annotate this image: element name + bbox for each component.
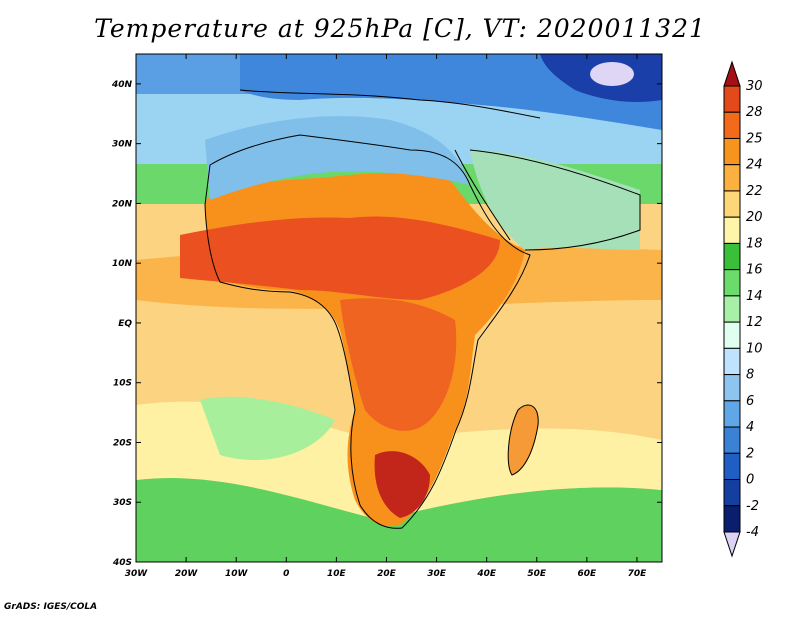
x-tick-label: 20W	[175, 569, 199, 579]
x-tick-label: 60E	[578, 569, 598, 579]
y-tick-label: 20N	[112, 199, 133, 209]
madagascar	[508, 405, 539, 475]
mediterranean-coast	[239, 89, 541, 119]
colorbar-label: -2	[746, 499, 759, 514]
africa-coastline	[204, 134, 531, 529]
snow-cap	[590, 62, 634, 86]
arabia-land	[470, 150, 640, 250]
x-tick-label: 20E	[377, 569, 397, 579]
coastlines	[204, 89, 641, 529]
madagascar-coastline	[507, 404, 539, 476]
colorbar-box	[723, 111, 741, 139]
colorbar-box	[723, 505, 741, 533]
colorbar-top-arrow	[723, 60, 741, 87]
colorbar-box	[723, 374, 741, 402]
y-tick-label: 40N	[111, 80, 133, 90]
colorbar-box	[723, 479, 741, 507]
colorbar-box	[723, 137, 741, 166]
colorbar-label: -4	[746, 525, 759, 540]
colorbar-label: 14	[746, 289, 763, 304]
arabia-coastline	[469, 149, 641, 251]
colorbar-label: 6	[746, 394, 754, 409]
credit-label: GrADS: IGES/COLA	[4, 602, 98, 612]
colorbar-label: 10	[746, 341, 763, 356]
colorbar-bottom-arrow	[723, 531, 741, 558]
map-frame	[135, 53, 663, 563]
map-title: Temperature at 925hPa [C], VT: 202001132…	[94, 14, 706, 43]
y-tick-label: 30N	[112, 140, 133, 150]
colorbar-label: 30	[746, 79, 763, 94]
colorbar-box	[723, 190, 741, 218]
x-tick-label: 0	[283, 569, 289, 579]
band-south-atlantic-green	[200, 396, 335, 461]
colorbar-box	[723, 164, 741, 192]
x-tick-label: 30W	[125, 569, 149, 579]
colorbar-label: 28	[746, 105, 763, 120]
x-tick-label: 10W	[225, 569, 249, 579]
y-tick-label: 30S	[113, 498, 132, 508]
temperature-field	[136, 54, 662, 562]
sahara-cool	[205, 116, 470, 200]
red-sea-coast	[454, 149, 511, 241]
colorbar-box	[723, 400, 741, 428]
colorbar-box	[723, 452, 741, 481]
x-tick-label: 40E	[476, 569, 497, 579]
y-tick-label: 10S	[113, 379, 132, 389]
colorbar-box	[723, 321, 741, 349]
colorbar-box	[723, 347, 741, 376]
y-axis-ticks: 40N 30N 20N 10N EQ 10S 20S 30S 40S	[111, 80, 662, 568]
colorbar-label: 2	[746, 446, 754, 461]
colorbar-box	[723, 269, 741, 297]
colorbar-label: 20	[746, 210, 763, 225]
colorbar-label: 4	[746, 420, 754, 435]
colorbar-label: 0	[746, 473, 754, 488]
colorbar-box	[723, 216, 741, 244]
y-tick-label: EQ	[118, 319, 132, 329]
colorbar-label: 18	[746, 236, 763, 251]
colorbar-box	[723, 295, 741, 323]
x-tick-label: 70E	[628, 569, 648, 579]
colorbar-box	[723, 85, 741, 113]
colorbar-label: 8	[746, 368, 754, 383]
colorbar-label: 22	[746, 184, 763, 199]
colorbar-label: 16	[746, 263, 763, 278]
kalahari-hot-core	[374, 451, 430, 518]
colorbar-label: 12	[746, 315, 763, 330]
y-tick-label: 40S	[112, 558, 132, 568]
colorbar-label: 24	[746, 158, 763, 173]
x-tick-label: 30E	[427, 569, 447, 579]
y-tick-label: 20S	[113, 438, 132, 448]
x-tick-label: 50E	[527, 569, 547, 579]
x-tick-label: 10E	[327, 569, 347, 579]
colorbar-box	[723, 426, 741, 454]
x-axis-ticks: 30W 20W 10W 0 10E 20E 30E 40E 50E 60E 70E	[125, 54, 647, 579]
y-tick-label: 10N	[112, 259, 133, 269]
colorbar-box	[723, 242, 741, 271]
colorbar-label: 25	[746, 131, 763, 146]
sahel-hot-core	[180, 216, 500, 300]
central-hot-core	[340, 298, 457, 431]
